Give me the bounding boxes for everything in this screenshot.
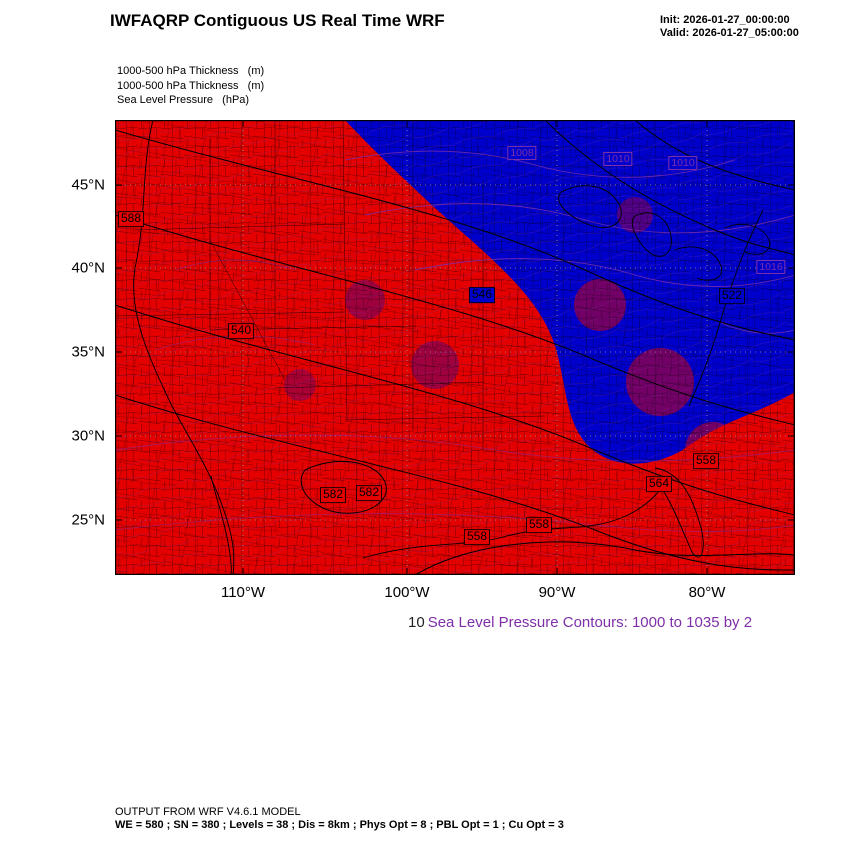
lat-tick-label: 40°N xyxy=(71,259,105,277)
pressure-contour-label: 1010 xyxy=(603,151,633,167)
state-borders xyxy=(115,120,546,450)
thickness-contours xyxy=(115,120,795,575)
model-info: OUTPUT FROM WRF V4.6.1 MODEL WE = 580 ; … xyxy=(115,806,564,832)
thickness-contour-label: 558 xyxy=(692,453,720,469)
contour-caption: 10 Sea Level Pressure Contours: 1000 to 1… xyxy=(408,614,752,631)
model-output-line: OUTPUT FROM WRF V4.6.1 MODEL xyxy=(115,806,301,818)
plot-frame xyxy=(115,120,795,575)
lon-tick-label: 90°W xyxy=(538,584,576,601)
thickness-contour-label: 582 xyxy=(319,487,347,503)
thickness-contour-label: 558 xyxy=(463,529,491,545)
lon-tick-label: 80°W xyxy=(688,584,726,601)
thickness-contour-label: 540 xyxy=(227,323,255,339)
caption-prefix: 10 xyxy=(408,614,425,631)
model-config-line: WE = 580 ; SN = 380 ; Levels = 38 ; Dis … xyxy=(115,819,564,831)
thickness-contour-label: 588 xyxy=(117,211,145,227)
thickness-contour-label: 558 xyxy=(525,517,553,533)
valid-time-label: Valid: 2026-01-27_05:00:00 xyxy=(660,27,799,39)
thickness-contour-label: 564 xyxy=(645,476,673,492)
weather-map xyxy=(115,120,795,575)
thickness-contour-label: 522 xyxy=(718,288,746,304)
graticule xyxy=(115,120,795,575)
pressure-contour-label: 1016 xyxy=(756,259,786,275)
thickness-contour-label: 582 xyxy=(355,485,383,501)
pressure-contour-label: 1008 xyxy=(507,145,537,161)
lon-tick-label: 110°W xyxy=(220,584,266,601)
page-title: IWFAQRP Contiguous US Real Time WRF xyxy=(110,11,445,30)
lat-tick-label: 35°N xyxy=(71,343,105,361)
init-time-label: Init: 2026-01-27_00:00:00 xyxy=(660,14,790,26)
field-slp: Sea Level Pressure (hPa) xyxy=(117,94,250,106)
lat-tick-label: 30°N xyxy=(71,427,105,445)
run-info: Init: 2026-01-27_00:00:00 Valid: 2026-01… xyxy=(660,14,799,40)
axis-ticks xyxy=(115,120,795,575)
caption-text: Sea Level Pressure Contours: 1000 to 103… xyxy=(427,614,753,631)
lat-tick-label: 25°N xyxy=(71,511,105,529)
field-thickness-1: 1000-500 hPa Thickness (m) xyxy=(117,65,265,77)
pressure-contour-label: 1010 xyxy=(668,155,698,171)
field-thickness-2: 1000-500 hPa Thickness (m) xyxy=(117,79,265,92)
field-legend: 1000-500 hPa Thickness (m) 1000-500 hPa … xyxy=(117,64,264,108)
lat-tick-label: 45°N xyxy=(71,176,105,194)
weather-map-canvas xyxy=(115,120,795,575)
lon-tick-label: 100°W xyxy=(384,584,430,601)
thickness-contour-label: 546 xyxy=(468,287,496,303)
pressure-texture xyxy=(115,120,795,575)
